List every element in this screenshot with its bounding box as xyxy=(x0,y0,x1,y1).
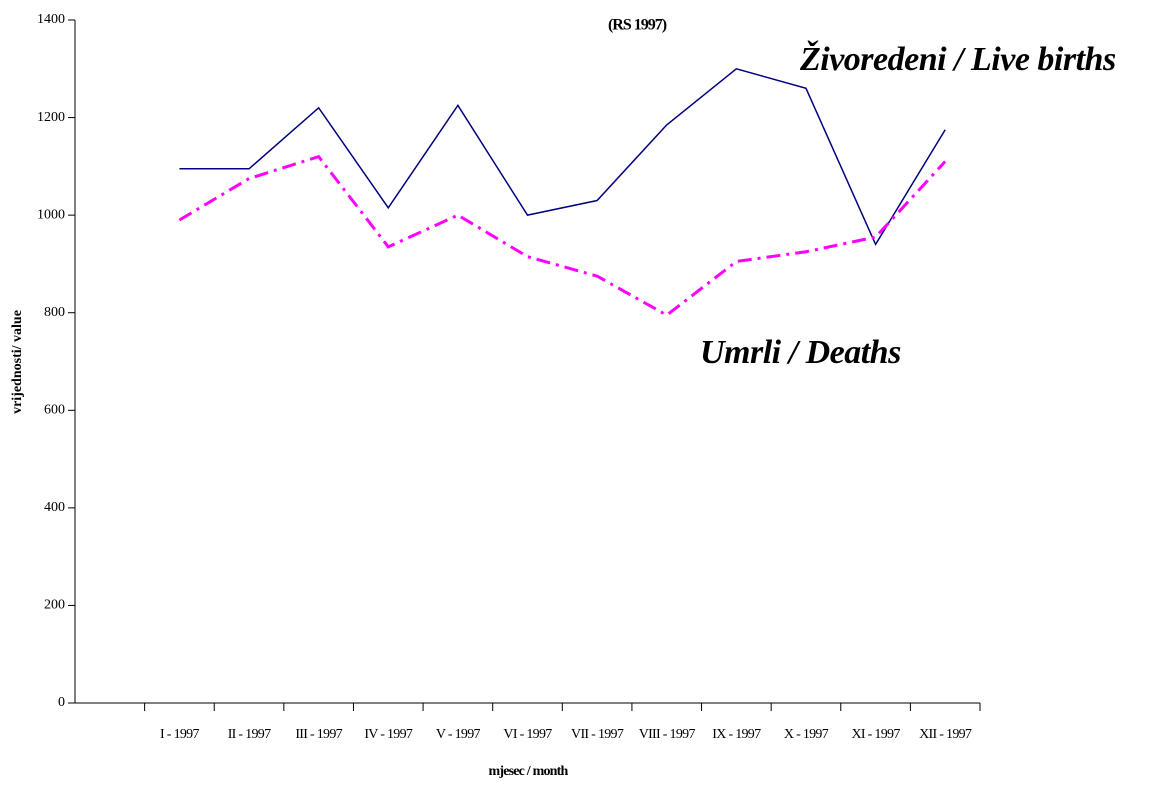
x-tick-label: X - 1997 xyxy=(783,727,829,742)
x-tick-label: I - 1997 xyxy=(160,727,199,742)
x-tick-label: V - 1997 xyxy=(435,727,481,742)
x-tick-label: IX - 1997 xyxy=(712,727,761,742)
y-axis-label: vrijednosti/ value xyxy=(10,310,25,414)
series-line xyxy=(178,154,947,317)
y-tick-label: 1200 xyxy=(37,110,65,125)
x-tick-label: IV - 1997 xyxy=(364,727,413,742)
legend-label: Umrli / Deaths xyxy=(700,334,901,371)
y-tick-label: 200 xyxy=(44,598,65,613)
x-tick-label: VIII - 1997 xyxy=(638,727,696,742)
x-tick-label: XII - 1997 xyxy=(919,727,972,742)
y-tick-label: 600 xyxy=(44,403,65,418)
series-line xyxy=(179,67,946,247)
legend-label: Živoredeni / Live births xyxy=(799,40,1116,78)
x-tick-label: III - 1997 xyxy=(295,727,342,742)
y-tick-label: 800 xyxy=(44,305,65,320)
x-tick-label: VII - 1997 xyxy=(571,727,624,742)
x-axis-label: mjesec / month xyxy=(488,764,568,779)
x-tick-label: VI - 1997 xyxy=(503,727,552,742)
y-tick-label: 1000 xyxy=(37,207,65,222)
y-tick-label: 1400 xyxy=(37,12,65,27)
y-tick-label: 400 xyxy=(44,500,65,515)
chart-title: (RS 1997) xyxy=(608,17,667,34)
y-tick-label: 0 xyxy=(58,695,65,710)
x-tick-label: II - 1997 xyxy=(227,727,271,742)
x-tick-label: XI - 1997 xyxy=(851,727,900,742)
